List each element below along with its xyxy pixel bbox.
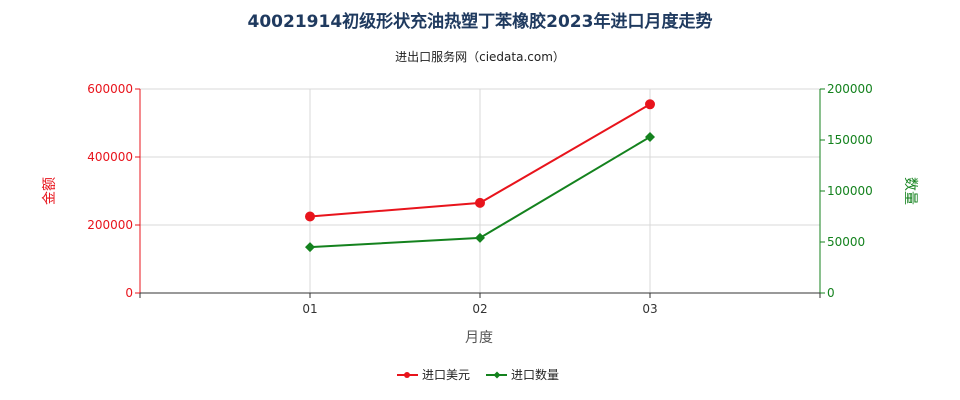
chart-title: 40021914初级形状充油热塑丁苯橡胶2023年进口月度走势 (248, 11, 713, 32)
series-0-point-1 (475, 197, 485, 208)
legend-marker-1 (493, 371, 501, 379)
series-1-point-2 (645, 131, 655, 142)
series-0-point-2 (645, 99, 655, 110)
legend: 进口美元 进口数量 (397, 367, 559, 382)
series-1-point-0 (305, 242, 315, 253)
y-tick-left-label-1: 200000 (87, 218, 133, 232)
y-tick-right-label-4: 200000 (827, 82, 873, 96)
tick-labels: 0 200000 400000 600000 0 50000 100000 150000 200… (87, 82, 873, 316)
y-tick-right-label-0: 0 (827, 286, 835, 300)
grid-lines (140, 88, 821, 293)
legend-label-0: 进口美元 (422, 368, 470, 382)
y-tick-right-label-3: 150000 (827, 133, 873, 147)
y-axis-title-right: 数量 (902, 177, 918, 205)
axes (135, 88, 825, 298)
x-tick-label-0: 01 (302, 302, 317, 316)
x-tick-label-2: 03 (642, 302, 657, 316)
y-tick-left-label-0: 0 (125, 286, 133, 300)
y-tick-left-label-2: 400000 (87, 150, 133, 164)
y-axis-title-left: 金额 (42, 177, 58, 205)
series-0-point-0 (305, 211, 315, 222)
legend-item-1[interactable]: 进口数量 (486, 367, 559, 382)
series-group (305, 99, 655, 253)
chart-subtitle: 进出口服务网（ciedata.com） (395, 49, 565, 64)
y-tick-left-label-3: 600000 (87, 82, 133, 96)
series-1-point-1 (475, 232, 485, 243)
x-tick-label-1: 02 (472, 302, 487, 316)
y-tick-right-label-1: 50000 (827, 235, 865, 249)
legend-item-0[interactable]: 进口美元 (397, 368, 470, 382)
legend-marker-0 (404, 372, 410, 378)
x-axis-title: 月度 (465, 330, 493, 346)
legend-label-1: 进口数量 (511, 367, 559, 382)
y-tick-right-label-2: 100000 (827, 184, 873, 198)
